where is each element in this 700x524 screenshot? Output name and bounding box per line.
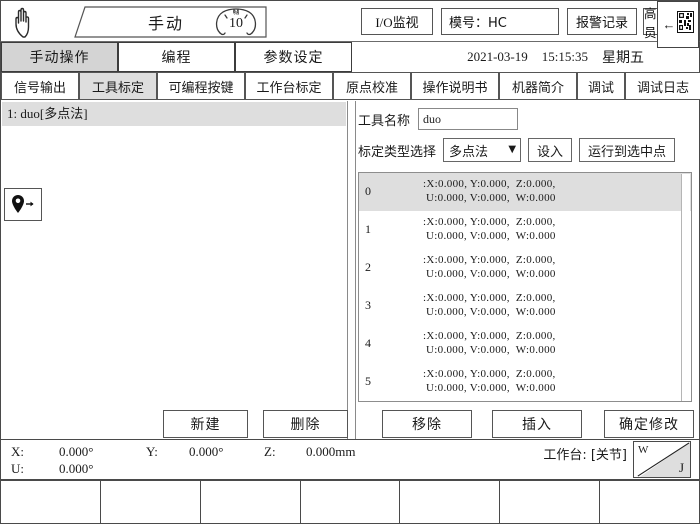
tool-name-row: 工具名称 xyxy=(358,108,519,130)
point-row[interactable]: 0 :X:0.000, Y:0.000, Z:0.000, U:0.000, V:… xyxy=(359,173,691,211)
weekday-label: 星期五 xyxy=(602,50,644,66)
sub-tab-7[interactable]: 调试 xyxy=(577,72,625,100)
x-axis-label: X: xyxy=(11,444,24,459)
confirm-modify-button[interactable]: 确定修改 xyxy=(604,410,694,438)
point-list[interactable]: 0 :X:0.000, Y:0.000, Z:0.000, U:0.000, V:… xyxy=(358,172,692,402)
qr-code-icon xyxy=(676,11,694,38)
speed-value: 10 xyxy=(229,16,243,31)
sub-tab-0[interactable]: 信号输出 xyxy=(1,72,79,100)
function-key-4[interactable] xyxy=(300,481,401,523)
function-key-bar xyxy=(0,480,700,524)
function-key-2[interactable] xyxy=(100,481,201,523)
status-bar: X: 0.000° Y: 0.000° Z: 0.000mm U: 0.000°… xyxy=(0,440,700,480)
point-row[interactable]: 3 :X:0.000, Y:0.000, Z:0.000, U:0.000, V:… xyxy=(359,287,691,325)
x-axis-value: 0.000° xyxy=(59,444,94,459)
point-index: 5 xyxy=(365,374,371,388)
point-row[interactable]: 2 :X:0.000, Y:0.000, Z:0.000, U:0.000, V:… xyxy=(359,249,691,287)
joint-mode-label: J xyxy=(678,460,684,475)
calibration-type-dropdown[interactable]: 多点法 ▼ xyxy=(443,138,522,162)
y-axis-value: 0.000° xyxy=(189,444,224,459)
point-index: 3 xyxy=(365,298,371,312)
world-mode-label: W xyxy=(638,444,649,456)
point-index: 0 xyxy=(365,184,371,198)
tool-name-input[interactable] xyxy=(418,108,519,130)
tab-programming[interactable]: 编程 xyxy=(118,42,235,72)
u-axis-label: U: xyxy=(11,461,24,476)
panel-divider xyxy=(347,101,356,439)
main-tab-row: 手动操作 编程 参数设定 2021-03-19 15:15:35 星期五 xyxy=(0,42,700,72)
time-label: 15:15:35 xyxy=(541,49,588,64)
point-index: 1 xyxy=(365,222,371,236)
set-button[interactable]: 设入 xyxy=(528,138,573,162)
point-row[interactable]: 5 :X:0.000, Y:0.000, Z:0.000, U:0.000, V:… xyxy=(359,363,691,401)
point-coordinates: :X:0.000, Y:0.000, Z:0.000, U:0.000, V:0… xyxy=(423,368,556,394)
alarm-record-button[interactable]: 报警记录 xyxy=(567,8,637,35)
point-list-scrollbar[interactable] xyxy=(681,174,690,401)
right-panel-buttons: 移除 插入 确定修改 xyxy=(354,408,700,440)
point-coordinates: :X:0.000, Y:0.000, Z:0.000, U:0.000, V:0… xyxy=(423,178,556,204)
datetime-display: 2021-03-19 15:15:35 星期五 xyxy=(352,42,652,72)
y-axis-label: Y: xyxy=(146,444,158,459)
sub-tab-8[interactable]: 调试日志 xyxy=(625,72,700,100)
diagonal-divider-icon xyxy=(637,442,690,477)
sub-tab-4[interactable]: 原点校准 xyxy=(333,72,411,100)
function-key-7[interactable] xyxy=(600,481,700,523)
header-bar: 手动 % 10 I/O监视 模号：HC 报警记录 高级管理员 xyxy=(0,0,700,42)
location-pin-arrow-icon-button[interactable] xyxy=(4,188,42,221)
delete-button[interactable]: 删除 xyxy=(263,410,348,438)
tab-manual-operation[interactable]: 手动操作 xyxy=(1,42,118,72)
calibration-type-row: 标定类型选择 多点法 ▼ 设入 运行到选中点 xyxy=(358,138,676,162)
point-coordinates: :X:0.000, Y:0.000, Z:0.000, U:0.000, V:0… xyxy=(423,330,556,356)
list-item[interactable]: 1: duo[多点法] xyxy=(2,102,346,126)
u-axis-value: 0.000° xyxy=(59,461,94,476)
point-index: 4 xyxy=(365,336,371,350)
mould-number-field[interactable]: 模号：HC xyxy=(441,8,559,35)
date-label: 2021-03-19 xyxy=(467,49,528,64)
operating-mode-label: 手动 xyxy=(147,14,184,33)
qr-code-button[interactable]: ← xyxy=(657,1,699,48)
insert-button[interactable]: 插入 xyxy=(492,410,582,438)
tool-name-label: 工具名称 xyxy=(358,113,411,129)
z-axis-value: 0.000mm xyxy=(306,444,356,459)
point-row[interactable]: 4 :X:0.000, Y:0.000, Z:0.000, U:0.000, V:… xyxy=(359,325,691,363)
tab-parameter-settings[interactable]: 参数设定 xyxy=(235,42,352,72)
new-button[interactable]: 新建 xyxy=(163,410,248,438)
sub-tab-5[interactable]: 操作说明书 xyxy=(411,72,499,100)
speed-gauge-icon xyxy=(207,6,265,40)
remove-button[interactable]: 移除 xyxy=(382,410,472,438)
point-coordinates: :X:0.000, Y:0.000, Z:0.000, U:0.000, V:0… xyxy=(423,292,556,318)
sub-tab-2[interactable]: 可编程按键 xyxy=(157,72,245,100)
left-panel-buttons: 新建 删除 xyxy=(0,408,348,440)
function-key-5[interactable] xyxy=(400,481,501,523)
sub-tab-6[interactable]: 机器简介 xyxy=(499,72,577,100)
sub-tab-1[interactable]: 工具标定 xyxy=(79,72,157,100)
point-row[interactable]: 1 :X:0.000, Y:0.000, Z:0.000, U:0.000, V:… xyxy=(359,211,691,249)
speed-percent-symbol: % xyxy=(233,9,239,17)
sub-tab-row: 信号输出 工具标定 可编程按键 工作台标定 原点校准 操作说明书 机器简介 调试 调试日志 xyxy=(0,72,700,100)
function-key-1[interactable] xyxy=(1,481,101,523)
run-to-selected-point-button[interactable]: 运行到选中点 xyxy=(579,138,676,162)
io-monitor-button[interactable]: I/O监视 xyxy=(361,8,433,35)
point-coordinates: :X:0.000, Y:0.000, Z:0.000, U:0.000, V:0… xyxy=(423,254,556,280)
function-key-3[interactable] xyxy=(200,481,301,523)
tool-list[interactable]: 1: duo[多点法] xyxy=(2,102,346,402)
point-coordinates: :X:0.000, Y:0.000, Z:0.000, U:0.000, V:0… xyxy=(423,216,556,242)
sub-tab-3[interactable]: 工作台标定 xyxy=(245,72,333,100)
z-axis-label: Z: xyxy=(264,444,276,459)
left-arrow-icon: ← xyxy=(662,17,676,32)
worktable-status: 工作台: [关节] xyxy=(543,448,627,463)
function-key-6[interactable] xyxy=(500,481,601,523)
chevron-down-icon: ▼ xyxy=(508,144,517,155)
calibration-type-label: 标定类型选择 xyxy=(358,144,437,160)
coordinate-mode-toggle[interactable]: W J xyxy=(633,441,691,478)
mode-plate xyxy=(63,5,268,39)
hand-pointer-icon xyxy=(9,4,61,40)
point-index: 2 xyxy=(365,260,371,274)
calibration-type-value: 多点法 xyxy=(449,144,489,160)
